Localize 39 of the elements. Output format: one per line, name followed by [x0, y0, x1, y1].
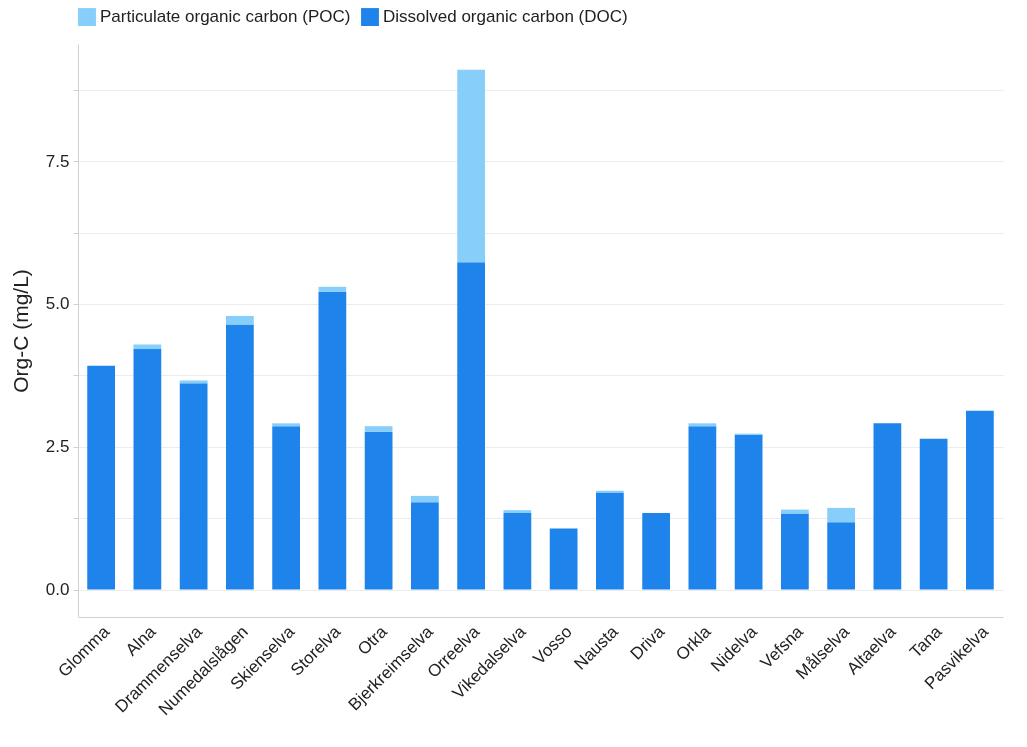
bar [503, 510, 532, 514]
bar [411, 502, 439, 590]
bar [457, 69, 485, 263]
bar [318, 286, 347, 292]
bar [87, 365, 115, 590]
bar [179, 383, 208, 590]
bar [596, 492, 624, 590]
bar [179, 380, 208, 384]
bar [688, 423, 717, 427]
bar [827, 522, 855, 590]
legend-label: Dissolved organic carbon (DOC) [383, 7, 628, 27]
bar [781, 513, 809, 590]
bar [364, 431, 393, 590]
bar [318, 291, 347, 590]
bar [549, 528, 578, 590]
y-tick-label: 7.5 [45, 151, 70, 171]
bar [226, 315, 254, 325]
y-axis-title: Org-C (mg/L) [8, 269, 32, 393]
bar [873, 423, 902, 590]
bar [272, 423, 300, 427]
bar [781, 509, 809, 514]
bar [966, 410, 994, 590]
bar [827, 507, 855, 523]
bar [919, 438, 948, 590]
y-tick-label: 0.0 [45, 580, 70, 600]
bar [272, 426, 300, 590]
y-tick-label: 5.0 [45, 294, 70, 314]
bar [133, 344, 162, 350]
bar [642, 513, 670, 590]
bar [688, 426, 717, 590]
bar [226, 324, 254, 590]
bar [411, 495, 439, 503]
bar [133, 349, 162, 590]
y-tick-label: 2.5 [45, 437, 70, 457]
bar [457, 262, 485, 590]
bar [364, 426, 393, 432]
bar [503, 513, 532, 590]
bar [734, 434, 763, 590]
legend-label: Particulate organic carbon (POC) [100, 7, 351, 27]
